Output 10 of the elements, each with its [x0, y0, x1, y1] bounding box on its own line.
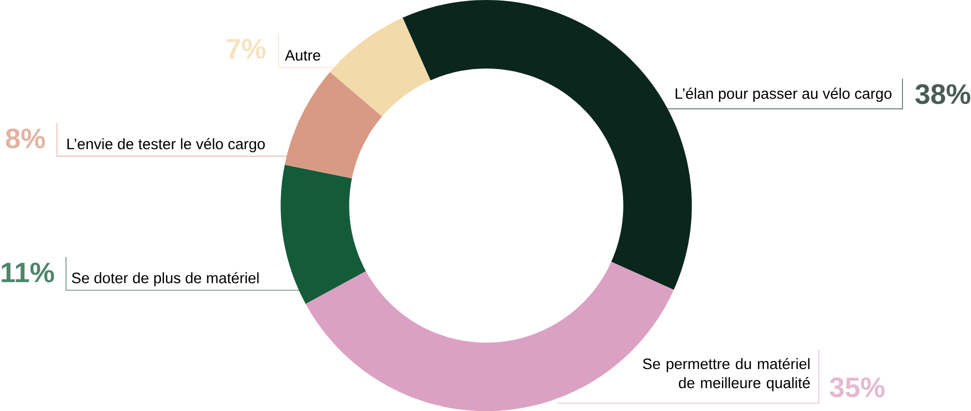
- slice-label: Se permettre du matériel de meilleure qualité: [642, 358, 810, 392]
- data-label: 35%: [830, 377, 885, 398]
- slice-label: L’élan pour passer au vélo cargo: [676, 88, 892, 102]
- data-label: 11%: [2, 262, 54, 282]
- data-label: 7%: [226, 38, 266, 59]
- slice-label: Se doter de plus de matériel: [72, 272, 259, 286]
- data-label: 38%: [915, 84, 970, 104]
- data-label: 8%: [6, 128, 45, 148]
- slice-label: L’envie de tester le vélo cargo: [67, 138, 265, 152]
- slice-label: Autre: [284, 50, 320, 61]
